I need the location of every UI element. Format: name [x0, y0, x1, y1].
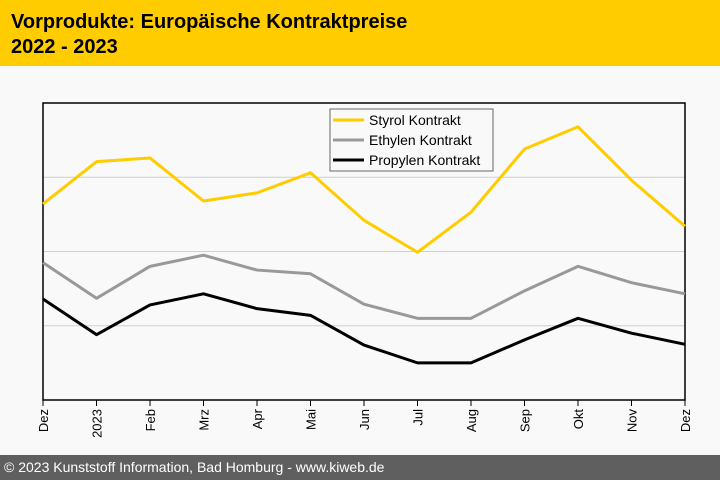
x-tick-label: Feb: [143, 409, 158, 431]
x-tick-label: Dez: [36, 409, 51, 432]
legend-label: Propylen Kontrakt: [369, 152, 480, 168]
x-tick-label: Dez: [678, 409, 693, 432]
x-tick-label: Jul: [411, 409, 426, 426]
line-chart: Dez 2023 Feb Mrz Apr Mai Jun Jul Aug Sep Okt Nov Dez…: [36, 102, 693, 438]
x-tick-label: Sep: [518, 409, 533, 432]
x-tick-label: Jun: [357, 409, 372, 430]
legend: Styrol Kontrakt Ethylen Kontrakt Propylen …: [329, 108, 494, 172]
gridlines: [43, 176, 685, 327]
footer-bar: © 2023 Kunststoff Information, Bad Hombu…: [0, 455, 720, 480]
copyright-text: © 2023 Kunststoff Information, Bad Hombu…: [4, 459, 385, 475]
x-tick-label: Nov: [625, 409, 640, 433]
legend-label: Ethylen Kontrakt: [369, 132, 472, 148]
title-line-1: Vorprodukte: Europäische Kontraktpreise: [11, 11, 408, 33]
x-tick-label: Okt: [571, 409, 586, 430]
page-title: Vorprodukte: Europäische Kontraktpreise …: [11, 10, 407, 60]
x-tick-label: Mai: [304, 409, 319, 430]
x-tick-label: Apr: [250, 408, 265, 429]
title-line-2: 2022 - 2023: [11, 36, 118, 58]
x-tick-label: Mrz: [197, 409, 212, 431]
x-axis-ticks: Dez 2023 Feb Mrz Apr Mai Jun Jul Aug Sep Okt Nov Dez: [36, 400, 693, 438]
x-tick-label: 2023: [90, 409, 105, 438]
legend-label: Styrol Kontrakt: [369, 112, 461, 128]
series-line-ethylen-kontrakt: [42, 253, 686, 320]
x-tick-label: Aug: [464, 409, 479, 432]
series-lines: [42, 125, 686, 365]
header-bar: Vorprodukte: Europäische Kontraktpreise …: [0, 0, 720, 66]
